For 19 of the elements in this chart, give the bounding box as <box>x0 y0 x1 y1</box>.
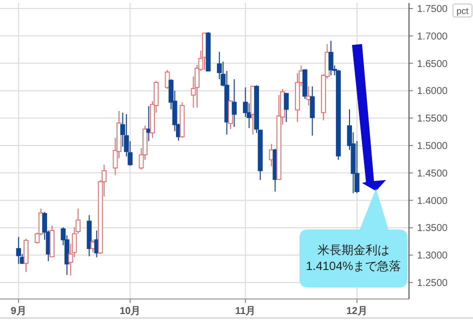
ylabel: pct <box>452 4 472 18</box>
y-tick-label: 1.6000 <box>417 86 448 98</box>
x-tick-label: 10月 <box>120 306 141 317</box>
y-tick-label: 1.7500 <box>417 4 448 15</box>
y-tick-label: 1.4000 <box>417 196 448 207</box>
x-tick-label: 9月 <box>10 306 26 317</box>
y-tick-label: 1.5000 <box>417 141 448 152</box>
x-tick-label: 12月 <box>346 306 368 317</box>
y-tick-label: 1.5500 <box>417 114 448 125</box>
y-tick-label: 1.7000 <box>417 31 448 42</box>
y-tick-label: 1.6500 <box>417 58 448 70</box>
y-tick-label: 1.4500 <box>417 168 448 180</box>
y-tick-label: 1.3500 <box>417 223 448 234</box>
y-tick-label: 1.3000 <box>417 250 448 262</box>
y-tick-label: 1.2500 <box>417 278 448 290</box>
callout: 米長期金利は 1.4104%まで急落 <box>300 190 408 288</box>
y-axis-title: pct <box>456 6 469 16</box>
x-tick-label: 11月 <box>235 306 256 317</box>
annotation: 米長期金利は 1.4104%まで急落 <box>306 243 402 273</box>
